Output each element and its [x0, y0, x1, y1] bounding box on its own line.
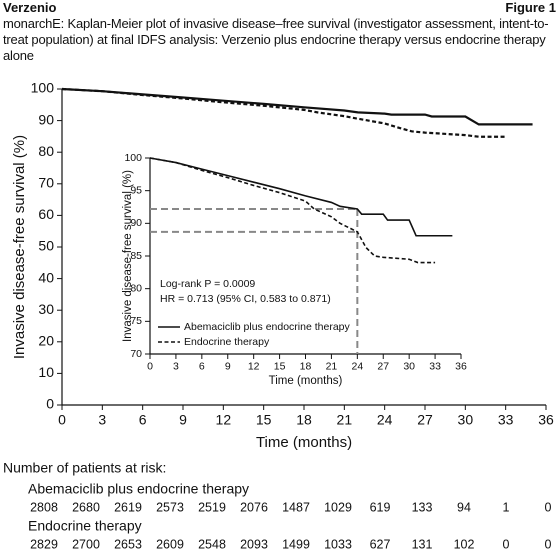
x-tick-label: 30 — [403, 360, 415, 372]
x-tick-label: 30 — [458, 412, 474, 428]
risk-value: 94 — [457, 500, 471, 514]
header: Verzenio Figure 1 monarchE: Kaplan-Meier… — [3, 0, 556, 64]
series-line — [149, 157, 453, 237]
y-tick-label: 40 — [38, 269, 54, 285]
x-tick-label: 15 — [274, 360, 286, 372]
y-tick-label: 75 — [130, 315, 142, 327]
x-tick-label: 33 — [429, 360, 441, 372]
risk-value: 102 — [454, 537, 475, 551]
legend-label: Abemaciclib plus endocrine therapy — [184, 321, 351, 333]
x-tick-label: 6 — [199, 360, 205, 372]
risk-value: 133 — [412, 500, 433, 514]
figure-label: Figure 1 — [505, 0, 556, 15]
x-tick-label: 12 — [248, 360, 260, 372]
y-tick-label: 0 — [46, 396, 54, 412]
x-tick-label: 18 — [296, 412, 312, 428]
y-tick-label: 10 — [38, 364, 54, 380]
risk-value: 1487 — [282, 500, 310, 514]
y-axis-label: Invasive disease-free survival (%) — [11, 135, 28, 359]
risk-value: 2076 — [240, 500, 268, 514]
x-axis-label: Time (months) — [256, 434, 352, 451]
risk-row-name: Abemaciclib plus endocrine therapy — [28, 481, 249, 497]
x-tick-label: 12 — [216, 412, 232, 428]
y-axis-label: Invasive disease-free survival (%) — [122, 170, 134, 342]
risk-value: 2548 — [198, 537, 226, 551]
risk-value: 2680 — [72, 500, 100, 514]
risk-value: 1029 — [324, 500, 352, 514]
x-tick-label: 27 — [417, 412, 433, 428]
y-tick-label: 80 — [130, 282, 142, 294]
x-tick-label: 9 — [179, 412, 187, 428]
risk-value: 619 — [370, 500, 391, 514]
risk-value: 2573 — [156, 500, 184, 514]
y-tick-label: 90 — [38, 111, 54, 127]
risk-value: 2829 — [30, 537, 58, 551]
risk-value: 0 — [545, 500, 552, 514]
risk-value: 131 — [412, 537, 433, 551]
x-tick-label: 0 — [58, 412, 66, 428]
y-tick-label: 100 — [124, 152, 142, 164]
x-tick-label: 21 — [326, 360, 338, 372]
x-tick-label: 0 — [147, 360, 153, 372]
y-tick-label: 60 — [38, 206, 54, 222]
risk-value: 2700 — [72, 537, 100, 551]
y-tick-label: 20 — [38, 333, 54, 349]
y-tick-label: 80 — [38, 143, 54, 159]
legend-label: Endocrine therapy — [184, 336, 270, 348]
x-tick-label: 9 — [225, 360, 231, 372]
y-tick-label: 50 — [38, 238, 54, 254]
risk-value: 2519 — [198, 500, 226, 514]
risk-value: 2619 — [114, 500, 142, 514]
x-tick-label: 27 — [377, 360, 389, 372]
risk-value: 0 — [503, 537, 510, 551]
x-tick-label: 18 — [300, 360, 312, 372]
series-line — [149, 157, 436, 264]
x-tick-label: 36 — [538, 412, 554, 428]
risk-value: 1499 — [282, 537, 310, 551]
x-tick-label: 24 — [351, 360, 363, 372]
x-tick-label: 6 — [139, 412, 147, 428]
x-tick-label: 33 — [498, 412, 514, 428]
risk-value: 627 — [370, 537, 391, 551]
risk-value: 2609 — [156, 537, 184, 551]
series-line — [61, 87, 533, 126]
y-tick-label: 70 — [38, 175, 54, 191]
y-tick-label: 95 — [130, 184, 142, 196]
annotation: HR = 0.713 (95% CI, 0.583 to 0.871) — [160, 293, 331, 305]
brand: Verzenio — [3, 0, 57, 15]
risk-value: 2653 — [114, 537, 142, 551]
risk-value: 1 — [503, 500, 510, 514]
x-tick-label: 24 — [377, 412, 393, 428]
y-tick-label: 30 — [38, 301, 54, 317]
risk-value: 0 — [545, 537, 552, 551]
annotation: Log-rank P = 0.0009 — [160, 278, 255, 290]
chart-title: monarchE: Kaplan-Meier plot of invasive … — [3, 16, 549, 63]
y-tick-label: 90 — [130, 217, 142, 229]
series-line — [61, 87, 506, 138]
x-axis-label: Time (months) — [269, 375, 343, 387]
x-tick-label: 21 — [337, 412, 353, 428]
risk-row-name: Endocrine therapy — [28, 518, 142, 534]
x-tick-label: 15 — [256, 412, 272, 428]
risk-value: 1033 — [324, 537, 352, 551]
y-tick-label: 100 — [31, 80, 55, 96]
x-tick-label: 36 — [455, 360, 467, 372]
y-tick-label: 85 — [130, 250, 142, 262]
risk-value: 2808 — [30, 500, 58, 514]
risk-value: 2093 — [240, 537, 268, 551]
y-tick-label: 70 — [130, 348, 142, 360]
x-tick-label: 3 — [173, 360, 179, 372]
x-tick-label: 3 — [98, 412, 106, 428]
risk-table-title: Number of patients at risk: — [3, 460, 166, 476]
